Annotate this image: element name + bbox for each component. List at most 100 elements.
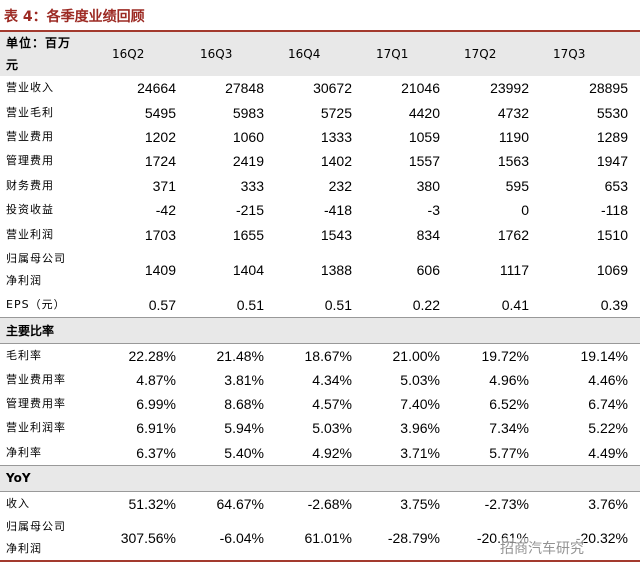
cell-value: 1059 <box>408 128 440 145</box>
row-label: 财务费用 <box>6 178 54 192</box>
cell-value: 3.75% <box>400 495 440 512</box>
cell-value: 18.67% <box>304 347 352 364</box>
row-label: 管理费用 <box>6 154 54 168</box>
section-row: YoY <box>0 465 640 492</box>
column-header: 16Q2 <box>112 47 145 61</box>
cell-value: -20.32% <box>575 529 628 546</box>
table: 单位：百万 元 16Q2 16Q3 16Q4 17Q1 17Q2 17Q3 营业收入 24664… <box>0 30 640 563</box>
cell-value: 333 <box>240 177 264 194</box>
cell-value: 5.03% <box>400 371 440 388</box>
row-label: 毛利率 <box>6 348 42 362</box>
row-label: 收入 <box>6 496 30 510</box>
cell-value: 5530 <box>596 104 628 121</box>
cell-value: -3 <box>427 202 440 219</box>
watermark: 招商汽车研究 <box>500 538 584 558</box>
cell-value: 1703 <box>144 226 176 243</box>
cell-value: 0.57 <box>148 296 176 313</box>
cell-value: 1543 <box>320 226 352 243</box>
row-label: 营业利润率 <box>6 421 66 435</box>
cell-value: 6.74% <box>588 396 628 413</box>
cell-value: 606 <box>416 261 440 278</box>
column-header: 17Q3 <box>553 47 586 61</box>
cell-value: 22.28% <box>128 347 176 364</box>
cell-value: 1117 <box>499 261 529 278</box>
data-row: 归属母公司 净利润307.56%-6.04%61.01%-28.79%-20.6… <box>0 515 640 561</box>
section-title: YoY <box>6 471 31 486</box>
cell-value: 4.49% <box>588 444 628 461</box>
cell-value: 653 <box>604 177 628 194</box>
row-label: 归属母公司 净利润 <box>6 519 66 555</box>
header-row: 单位：百万 元 16Q2 16Q3 16Q4 17Q1 17Q2 17Q3 <box>0 31 640 76</box>
cell-value: 3.96% <box>400 420 440 437</box>
cell-value: 834 <box>416 226 440 243</box>
cell-value: 1724 <box>144 153 176 170</box>
section-row: 主要比率 <box>0 317 640 344</box>
unit-label: 单位：百万 元 <box>6 36 72 72</box>
cell-value: -28.79% <box>387 529 440 546</box>
section-title: 主要比率 <box>6 323 55 338</box>
cell-value: 2419 <box>232 153 264 170</box>
cell-value: 307.56% <box>120 529 176 546</box>
cell-value: 5.03% <box>312 420 352 437</box>
cell-value: 5725 <box>320 104 352 121</box>
row-label: 营业利润 <box>6 227 54 241</box>
cell-value: 5495 <box>144 104 176 121</box>
data-row: 营业毛利 5495 5983 5725 4420 4732 5530 <box>0 100 640 124</box>
row-label: 管理费用率 <box>6 397 66 411</box>
cell-value: -2.73% <box>484 495 529 512</box>
cell-value: -42 <box>155 202 176 219</box>
cell-value: 5983 <box>232 104 264 121</box>
cell-value: 19.72% <box>481 347 529 364</box>
cell-value: 1655 <box>232 226 264 243</box>
cell-value: 7.34% <box>489 420 529 437</box>
cell-value: 1563 <box>497 153 529 170</box>
cell-value: 1557 <box>408 153 440 170</box>
cell-value: 21.00% <box>392 347 440 364</box>
row-label: EPS（元） <box>6 297 66 311</box>
data-row: EPS（元） 0.57 0.51 0.51 0.22 0.41 0.39 <box>0 293 640 317</box>
cell-value: 23992 <box>490 80 529 97</box>
cell-value: 1190 <box>498 128 529 145</box>
cell-value: 27848 <box>225 80 264 97</box>
cell-value: 1069 <box>596 261 628 278</box>
cell-value: 24664 <box>137 80 176 97</box>
cell-value: 19.14% <box>580 347 628 364</box>
data-row: 营业费用率 4.87% 3.81% 4.34% 5.03% 4.96% 4.46% <box>0 368 640 392</box>
data-row: 净利率 6.37% 5.40% 4.92% 3.71% 5.77% 4.49% <box>0 441 640 465</box>
cell-value: 1402 <box>320 153 352 170</box>
cell-value: 6.37% <box>136 444 176 461</box>
cell-value: 1404 <box>232 261 264 278</box>
cell-value: 5.40% <box>224 444 264 461</box>
cell-value: 5.77% <box>489 444 529 461</box>
row-label: 营业毛利 <box>6 105 54 119</box>
cell-value: 3.81% <box>224 371 264 388</box>
data-row: 营业费用 1202 1060 1333 1059 1190 1289 <box>0 125 640 149</box>
row-label: 投资收益 <box>6 203 54 217</box>
cell-value: 6.99% <box>136 396 176 413</box>
column-header: 17Q2 <box>464 47 497 61</box>
cell-value: 371 <box>152 177 176 194</box>
row-label: 营业收入 <box>6 81 54 95</box>
cell-value: 64.67% <box>216 495 264 512</box>
column-header: 17Q1 <box>376 47 409 61</box>
cell-value: 1289 <box>596 128 628 145</box>
cell-value: 1060 <box>232 128 264 145</box>
cell-value: -418 <box>323 202 352 219</box>
cell-value: 1333 <box>320 128 352 145</box>
row-label: 营业费用 <box>6 129 54 143</box>
column-header: 16Q3 <box>200 47 233 61</box>
cell-value: 4.92% <box>312 444 352 461</box>
data-row: 收入 51.32% 64.67% -2.68% 3.75% -2.73% 3.76% <box>0 491 640 515</box>
table-title: 表 4：各季度业绩回顾 <box>4 9 145 25</box>
cell-value: 7.40% <box>400 396 440 413</box>
cell-value: 5.22% <box>588 420 628 437</box>
cell-value: 595 <box>505 177 529 194</box>
row-label: 净利率 <box>6 445 42 459</box>
cell-value: 232 <box>328 177 352 194</box>
cell-value: 1510 <box>596 226 628 243</box>
cell-value: 6.91% <box>136 420 176 437</box>
row-label: 营业费用率 <box>6 372 66 386</box>
cell-value: 4.46% <box>588 371 628 388</box>
cell-value: 30672 <box>313 80 352 97</box>
